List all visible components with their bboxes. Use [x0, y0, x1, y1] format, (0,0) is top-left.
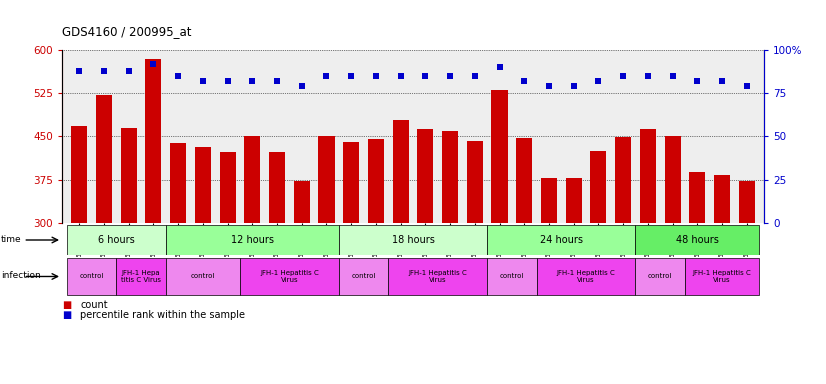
Point [567, 83, 581, 89]
Point [344, 73, 358, 79]
Bar [294, 180, 310, 223]
Bar [392, 120, 409, 223]
Bar [491, 90, 507, 223]
Bar [339, 258, 388, 295]
Text: control: control [79, 273, 104, 280]
Bar [714, 175, 730, 223]
Bar [541, 178, 557, 223]
Point [641, 73, 654, 79]
Point [493, 64, 506, 70]
Bar [537, 258, 635, 295]
Bar [121, 127, 137, 223]
Point [543, 83, 556, 89]
Bar [220, 152, 235, 223]
Point [419, 73, 432, 79]
Text: JFH-1 Hepatitis C
Virus: JFH-1 Hepatitis C Virus [557, 270, 615, 283]
Point [221, 78, 235, 84]
Point [444, 73, 457, 79]
Bar [166, 225, 339, 255]
Text: 24 hours: 24 hours [540, 235, 583, 245]
Point [172, 73, 185, 79]
Text: JFH-1 Hepatitis C
Virus: JFH-1 Hepatitis C Virus [260, 270, 319, 283]
Point [197, 78, 210, 84]
Text: infection: infection [1, 271, 40, 280]
Bar [487, 225, 635, 255]
Point [147, 61, 160, 67]
Bar [640, 129, 656, 223]
Point [122, 68, 135, 74]
Text: time: time [1, 235, 21, 243]
Bar [343, 142, 359, 223]
Bar [319, 136, 335, 223]
Bar [591, 151, 606, 223]
Bar [368, 139, 384, 223]
Text: ■: ■ [62, 300, 71, 310]
Text: 6 hours: 6 hours [98, 235, 135, 245]
Bar [635, 258, 685, 295]
Bar [269, 152, 285, 223]
Bar [467, 141, 483, 223]
Text: control: control [648, 273, 672, 280]
Bar [240, 258, 339, 295]
Point [394, 73, 407, 79]
Bar [388, 258, 487, 295]
Text: control: control [351, 273, 376, 280]
Bar [685, 258, 759, 295]
Text: percentile rank within the sample: percentile rank within the sample [80, 310, 245, 320]
Point [320, 73, 333, 79]
Text: 48 hours: 48 hours [676, 235, 719, 245]
Bar [67, 258, 116, 295]
Text: ■: ■ [62, 310, 71, 320]
Point [245, 78, 259, 84]
Bar [339, 225, 487, 255]
Text: count: count [80, 300, 107, 310]
Text: 18 hours: 18 hours [392, 235, 434, 245]
Bar [145, 59, 161, 223]
Bar [615, 137, 631, 223]
Bar [417, 129, 434, 223]
Text: control: control [500, 273, 524, 280]
Bar [487, 258, 537, 295]
Bar [665, 136, 681, 223]
Bar [96, 95, 112, 223]
Point [666, 73, 679, 79]
Point [740, 83, 753, 89]
Bar [166, 258, 240, 295]
Text: JFH-1 Hepa
titis C Virus: JFH-1 Hepa titis C Virus [121, 270, 161, 283]
Point [73, 68, 86, 74]
Point [270, 78, 283, 84]
Point [518, 78, 531, 84]
Bar [170, 143, 186, 223]
Bar [71, 126, 88, 223]
Point [691, 78, 704, 84]
Bar [442, 131, 458, 223]
Point [97, 68, 111, 74]
Point [616, 73, 629, 79]
Text: GDS4160 / 200995_at: GDS4160 / 200995_at [62, 25, 192, 38]
Bar [738, 180, 755, 223]
Point [468, 73, 482, 79]
Bar [516, 138, 532, 223]
Bar [195, 147, 211, 223]
Text: 12 hours: 12 hours [230, 235, 273, 245]
Bar [116, 258, 166, 295]
Bar [635, 225, 759, 255]
Bar [67, 225, 166, 255]
Point [591, 78, 605, 84]
Point [369, 73, 382, 79]
Point [295, 83, 308, 89]
Point [715, 78, 729, 84]
Bar [566, 178, 582, 223]
Bar [244, 136, 260, 223]
Text: control: control [191, 273, 215, 280]
Bar [689, 172, 705, 223]
Text: JFH-1 Hepatitis C
Virus: JFH-1 Hepatitis C Virus [408, 270, 467, 283]
Text: JFH-1 Hepatitis C
Virus: JFH-1 Hepatitis C Virus [693, 270, 752, 283]
